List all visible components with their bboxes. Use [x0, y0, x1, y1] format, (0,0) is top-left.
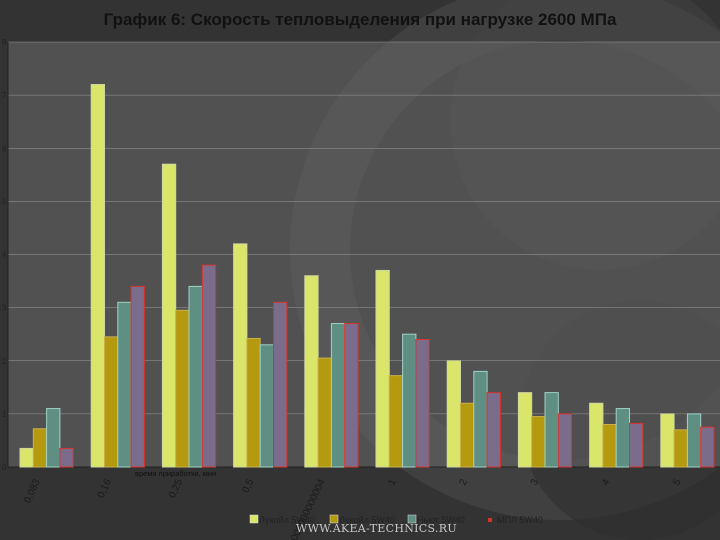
bar: [117, 301, 132, 468]
x-tick-label: 4: [600, 477, 613, 487]
y-tick-label: 4: [2, 251, 7, 260]
bar: [446, 360, 462, 468]
y-tick-label: 7: [2, 91, 7, 100]
bar: [531, 416, 546, 468]
bar: [304, 275, 319, 468]
bar: [330, 323, 346, 468]
x-tick-label: 1: [386, 477, 399, 487]
bar: [557, 413, 573, 468]
bar: [233, 243, 248, 468]
legend-label: МПЛ 5W40: [497, 515, 543, 525]
bar: [32, 428, 48, 468]
legend-swatch: [488, 518, 492, 522]
y-tick-label: 1: [2, 410, 7, 419]
x-tick-label: 0,25: [167, 477, 185, 500]
bar: [602, 424, 617, 468]
bar: [544, 392, 559, 468]
bar: [90, 84, 105, 468]
bar: [175, 309, 190, 468]
y-tick-label: 5: [2, 197, 7, 206]
y-tick-label: 2: [2, 357, 7, 366]
bar: [686, 413, 702, 468]
legend-label: Лукойл 5W40: [339, 515, 395, 525]
bar: [460, 402, 475, 468]
bar: [589, 402, 604, 468]
bar: [246, 337, 261, 468]
chart-title: График 6: Скорость тепловыделения при на…: [103, 10, 617, 29]
bar: [517, 392, 533, 468]
bar: [259, 344, 275, 468]
x-tick-label: 3: [529, 477, 542, 487]
legend: Лукойл 5W40 Лукойл 5W40 Ньют 5W40 МПЛ 5W40: [249, 514, 543, 525]
y-tick-label: 0: [2, 463, 7, 472]
x-tick-label: 2: [458, 477, 471, 487]
bar: [273, 301, 288, 468]
bars: [19, 84, 715, 468]
bar: [344, 323, 359, 468]
x-axis-title: время приработки, мин: [135, 469, 216, 478]
x-tick-label: 0,083: [22, 477, 43, 505]
bar: [104, 336, 119, 468]
y-tick-label: 8: [2, 38, 7, 47]
bar: [673, 429, 688, 468]
bar: [415, 339, 430, 468]
bar: [388, 375, 404, 468]
bar: [486, 392, 501, 468]
bar: [615, 408, 631, 468]
bar: [188, 285, 203, 468]
x-tick-label: 5: [671, 477, 684, 487]
legend-label: Ньют 5W40: [417, 515, 465, 525]
bar: [201, 264, 217, 468]
bar: [59, 447, 74, 468]
x-tick-label: 0,16: [96, 477, 114, 500]
legend-swatch: [407, 514, 417, 524]
legend-label: Лукойл 5W40: [259, 515, 315, 525]
bar: [19, 447, 34, 468]
bar: [161, 163, 177, 468]
y-tick-label: 3: [2, 304, 7, 313]
bar: [629, 422, 644, 468]
bar: [46, 408, 61, 468]
bar: [473, 370, 488, 468]
y-tick-label: 6: [2, 144, 7, 153]
bar: [660, 413, 675, 468]
watermark: WWW.AKEA-TECHNICS.RU: [296, 522, 457, 535]
bar: [375, 269, 390, 468]
bar: [317, 357, 332, 468]
bar: [130, 285, 145, 468]
legend-swatch: [329, 514, 339, 524]
x-tick-label: 0,5: [241, 477, 257, 495]
bar: [402, 333, 417, 468]
legend-swatch: [249, 514, 259, 524]
bar: [700, 426, 715, 468]
